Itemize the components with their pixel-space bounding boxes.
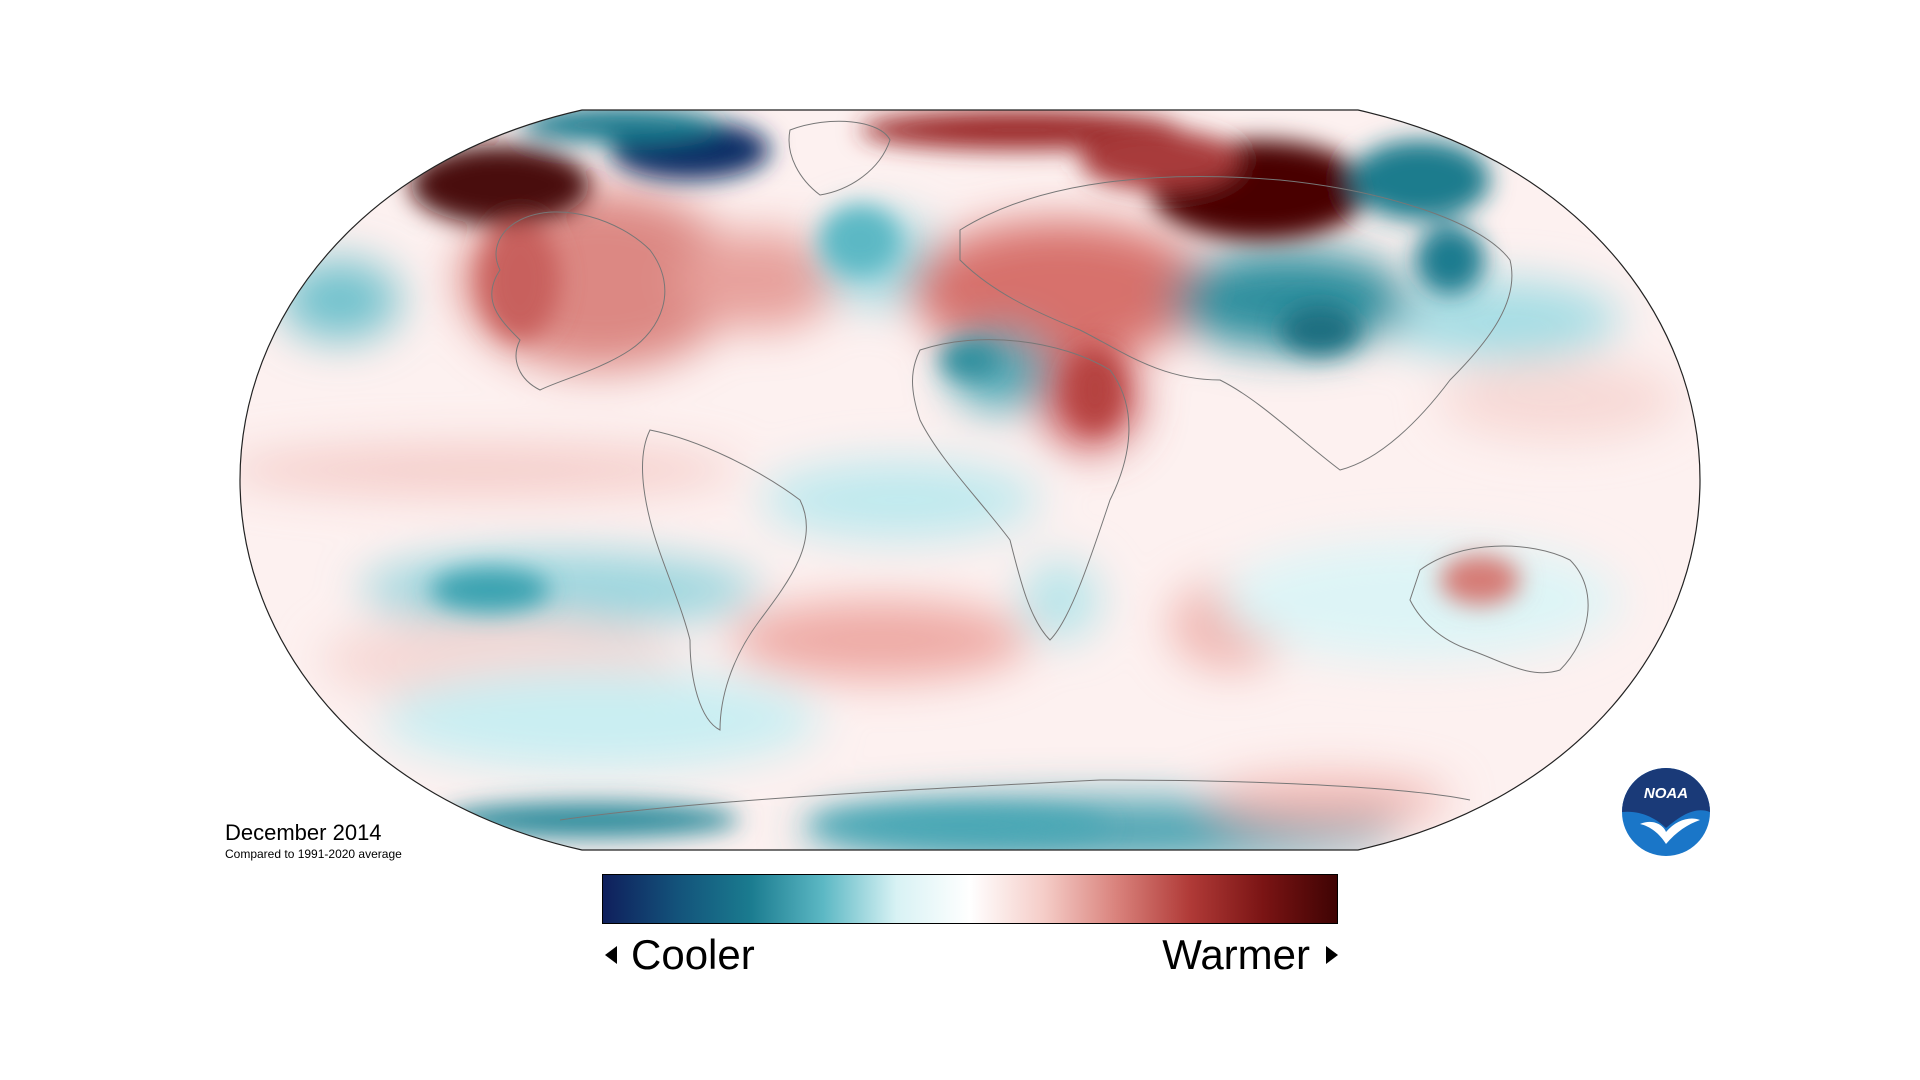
noaa-logo-text: NOAA — [1644, 785, 1688, 802]
africa-outline — [912, 339, 1130, 641]
noaa-logo-top — [1622, 768, 1710, 828]
noaa-bird-icon — [1640, 818, 1700, 844]
anomaly-blobs-sharp — [410, 110, 1520, 843]
south-america-outline — [642, 429, 807, 731]
arrow-right-icon — [1326, 946, 1338, 964]
north-america-outline — [491, 211, 666, 391]
legend-color-bar — [602, 874, 1338, 924]
legend-warmer-label: Warmer — [1162, 931, 1310, 978]
legend-cooler-label: Cooler — [631, 931, 755, 978]
map-period: December 2014 — [225, 820, 382, 845]
noaa-logo: NOAA — [1622, 768, 1710, 856]
eurasia-outline — [959, 176, 1513, 471]
caption: December 2014 Compared to 1991-2020 aver… — [225, 820, 402, 862]
antarctica-outline — [559, 779, 1471, 821]
greenland-outline — [788, 120, 891, 196]
legend-cooler: Cooler — [605, 930, 755, 980]
legend-warmer: Warmer — [1162, 930, 1338, 980]
coastlines — [491, 120, 1589, 821]
anomaly-field — [240, 110, 1700, 850]
map-baseline: Compared to 1991-2020 average — [225, 847, 402, 861]
arrow-left-icon — [605, 946, 617, 964]
australia-outline — [1409, 545, 1589, 674]
